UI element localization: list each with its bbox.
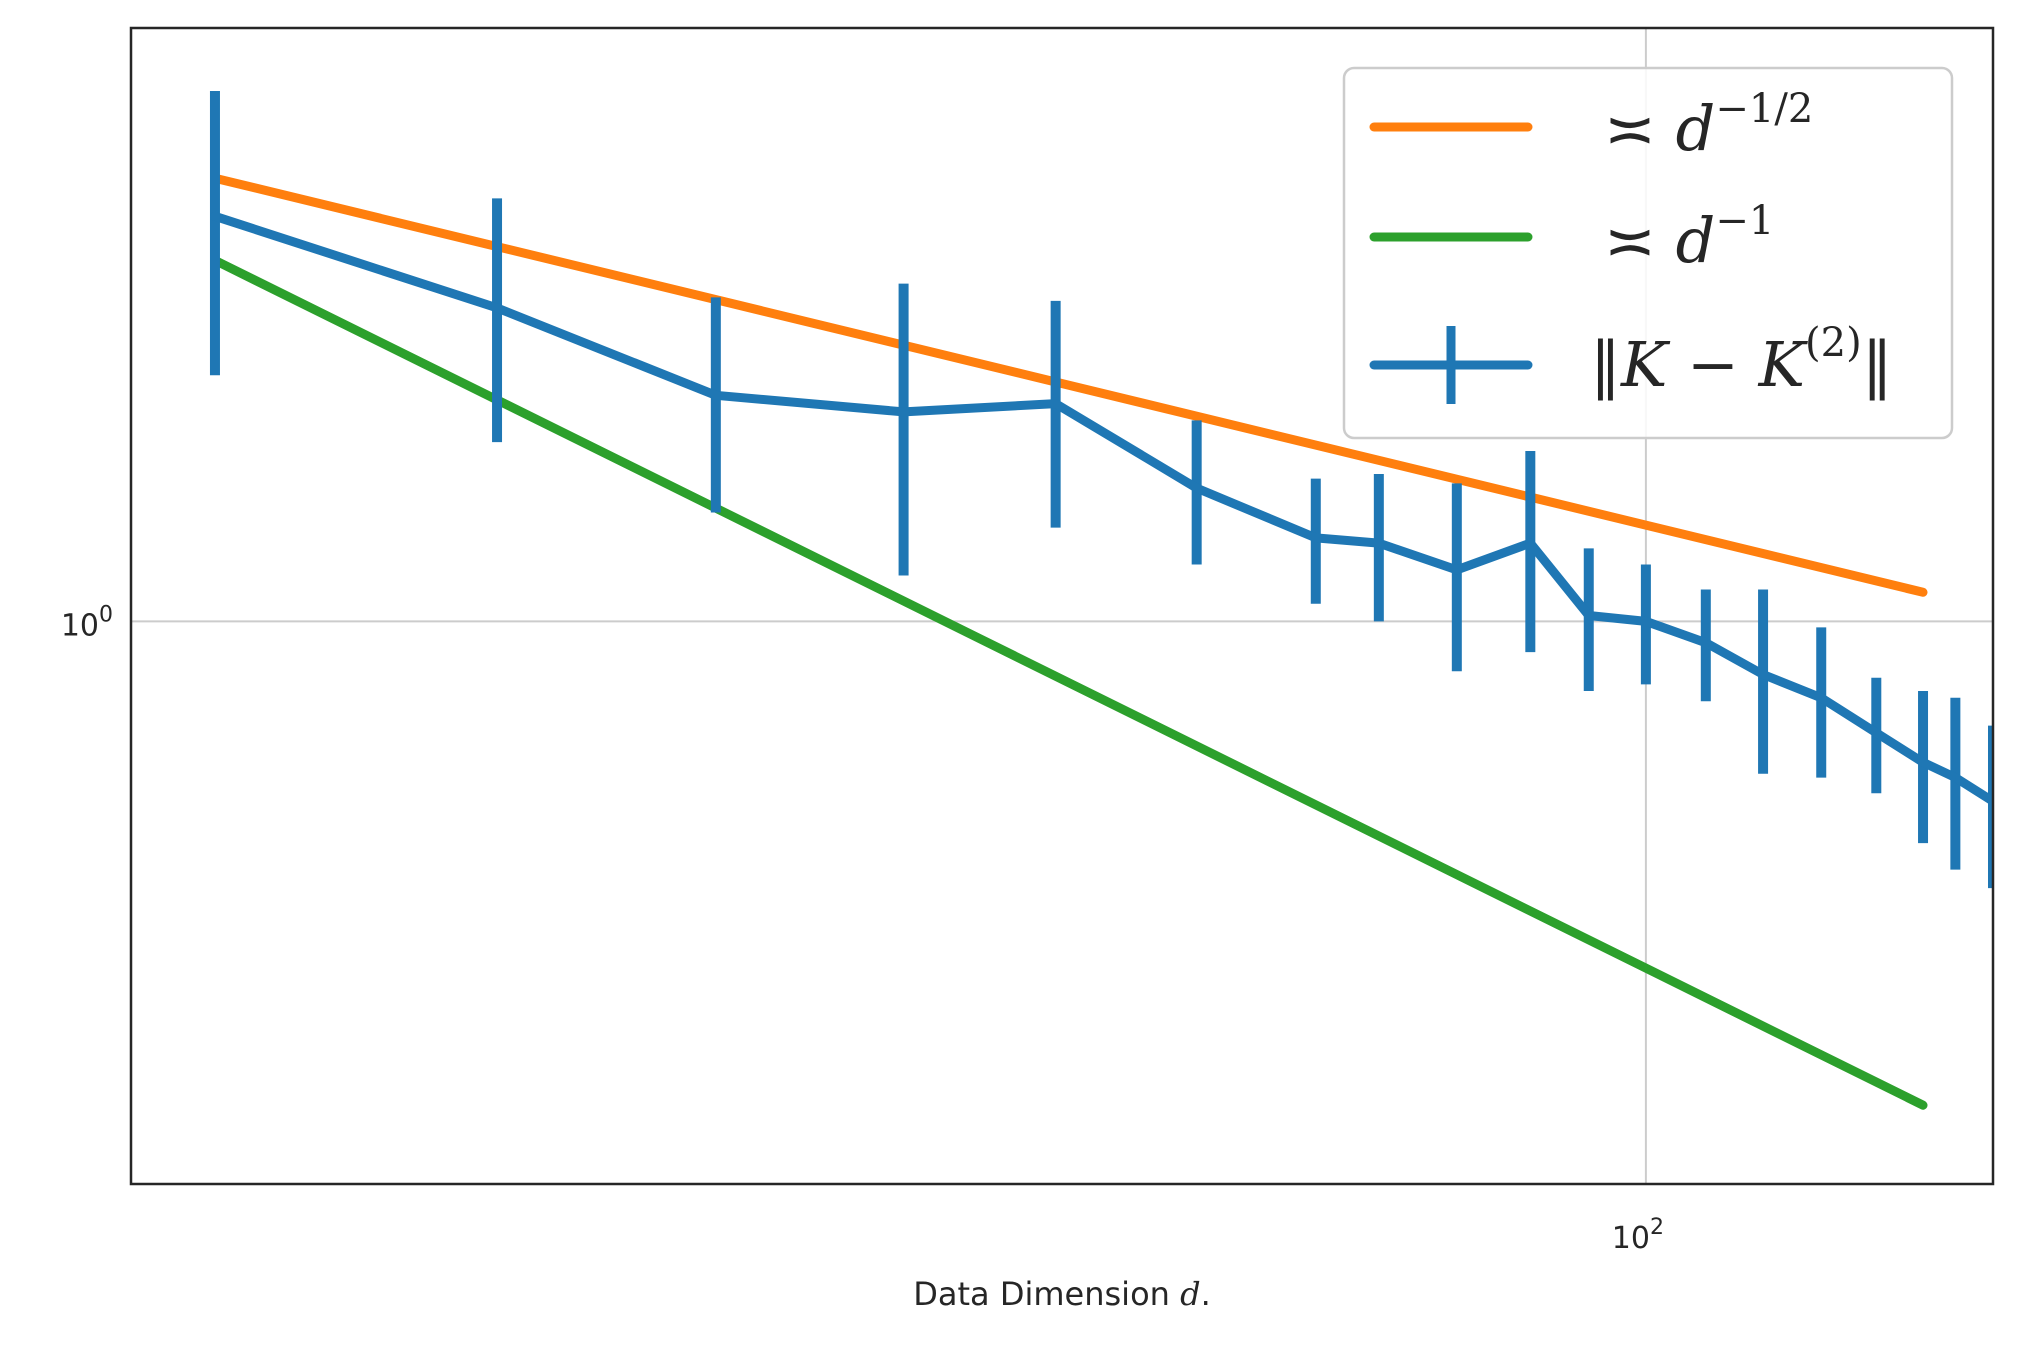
series-kernel-diff <box>209 90 1993 889</box>
series-kernel-diff-path <box>210 211 1993 806</box>
legend-label-d-inv: ≍ d−1 <box>1604 198 1774 277</box>
x-axis-label: Data Dimension d. <box>913 1275 1211 1313</box>
x-tick-label-0: 102 <box>1612 1215 1664 1256</box>
plot-area <box>209 90 1993 1110</box>
legend-frame <box>1342 66 1954 440</box>
tick-labels: 102 100 <box>61 602 1664 1256</box>
legend: ≍ d−1/2 ≍ d−1 ‖K − K(2)‖ <box>1342 66 1954 440</box>
plot-frame <box>129 26 1995 1186</box>
legend-label-kernel-diff: ‖K − K(2)‖ <box>1590 320 1893 401</box>
y-tick-label-0: 100 <box>61 602 113 643</box>
legend-label-d-half: ≍ d−1/2 <box>1604 86 1813 165</box>
